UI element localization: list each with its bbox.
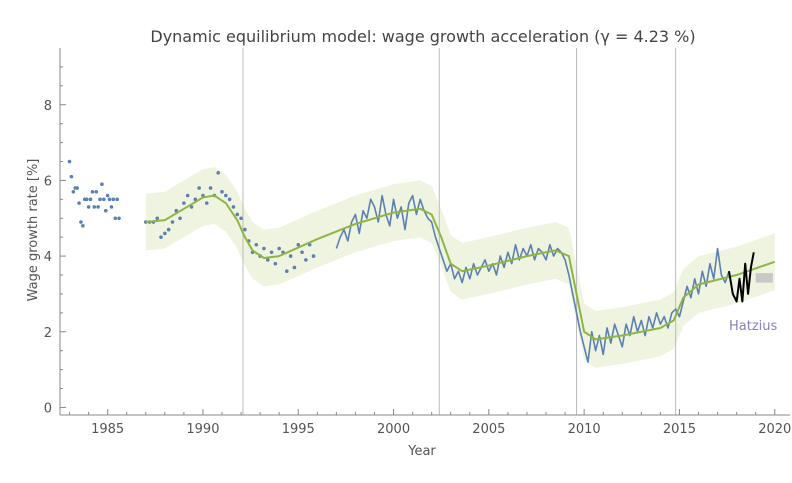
data-point <box>94 189 99 194</box>
data-point <box>300 250 304 255</box>
x-tick-label: 2015 <box>663 422 696 437</box>
data-point <box>304 258 308 262</box>
data-point <box>69 174 74 179</box>
data-point <box>197 186 201 190</box>
data-point <box>107 197 112 202</box>
hatzius-range-box <box>755 273 773 283</box>
data-point <box>265 258 270 262</box>
data-point <box>96 205 100 209</box>
data-point <box>285 269 289 274</box>
data-point <box>208 186 213 190</box>
data-point <box>90 189 95 194</box>
data-point <box>117 216 121 221</box>
x-tick-label: 2010 <box>568 422 601 437</box>
data-point <box>159 235 163 239</box>
data-point <box>296 242 301 247</box>
data-point <box>311 254 316 258</box>
data-point <box>166 227 171 232</box>
data-point <box>269 250 274 255</box>
data-point <box>86 205 91 209</box>
data-point <box>102 197 106 202</box>
data-point <box>273 261 278 266</box>
chart-title: Dynamic equilibrium model: wage growth a… <box>150 27 695 46</box>
data-point <box>88 197 93 202</box>
data-point <box>224 193 228 198</box>
data-point <box>178 216 182 221</box>
data-point <box>115 197 119 202</box>
data-point <box>75 186 79 190</box>
x-tick-label: 1995 <box>282 422 315 437</box>
y-axis-title: Wage growth rate [%] <box>26 159 41 302</box>
y-tick-label: 6 <box>44 174 52 189</box>
y-tick-label: 8 <box>44 99 52 114</box>
x-tick-label: 1990 <box>186 422 219 437</box>
data-point <box>204 201 209 205</box>
data-point <box>105 193 110 198</box>
data-point <box>254 242 259 247</box>
y-tick-label: 2 <box>44 326 52 341</box>
data-point <box>84 197 89 202</box>
x-axis-title: Year <box>407 444 436 459</box>
data-point <box>174 208 179 213</box>
x-tick-label: 2005 <box>472 422 505 437</box>
data-point <box>262 246 266 251</box>
hatzius-annotation: Hatzius <box>729 319 778 334</box>
data-point <box>155 216 160 221</box>
data-point <box>231 205 236 209</box>
data-point <box>185 193 190 198</box>
data-point <box>77 201 81 205</box>
data-point <box>216 171 220 175</box>
data-point <box>189 205 194 209</box>
data-point <box>100 182 104 187</box>
data-point <box>98 197 102 202</box>
data-point <box>288 254 293 258</box>
uncertainty-band-group <box>145 167 775 368</box>
data-point <box>243 227 247 232</box>
x-tick-label: 2020 <box>758 422 791 437</box>
data-point <box>92 205 97 209</box>
data-point <box>113 216 118 221</box>
data-point <box>170 220 175 224</box>
x-tick-label: 1985 <box>91 422 124 437</box>
data-point <box>292 265 297 270</box>
y-tick-label: 0 <box>44 401 52 416</box>
data-point <box>81 224 85 228</box>
ticks-group: 0 2 4 6 8 1985 1990 1995 2000 2005 2010 2015 2020 <box>44 66 791 437</box>
uncertainty-band <box>145 167 775 368</box>
data-point <box>182 201 186 205</box>
data-point <box>227 197 232 202</box>
data-point <box>79 220 83 224</box>
data-point <box>71 189 76 194</box>
data-point <box>103 208 108 213</box>
data-point <box>239 216 243 221</box>
x-tick-label: 2000 <box>377 422 410 437</box>
data-point <box>277 246 281 251</box>
data-point <box>163 231 167 236</box>
data-point <box>111 197 116 202</box>
data-point <box>235 212 240 217</box>
data-point <box>193 197 198 202</box>
y-tick-label: 4 <box>44 250 52 265</box>
data-point <box>67 159 72 164</box>
forecast-line <box>728 252 755 303</box>
model-series-group <box>145 194 776 341</box>
axes-group <box>59 48 790 416</box>
data-point <box>220 189 224 194</box>
model-line <box>145 194 776 341</box>
forecast-series-group <box>728 252 755 303</box>
data-point <box>109 205 114 209</box>
